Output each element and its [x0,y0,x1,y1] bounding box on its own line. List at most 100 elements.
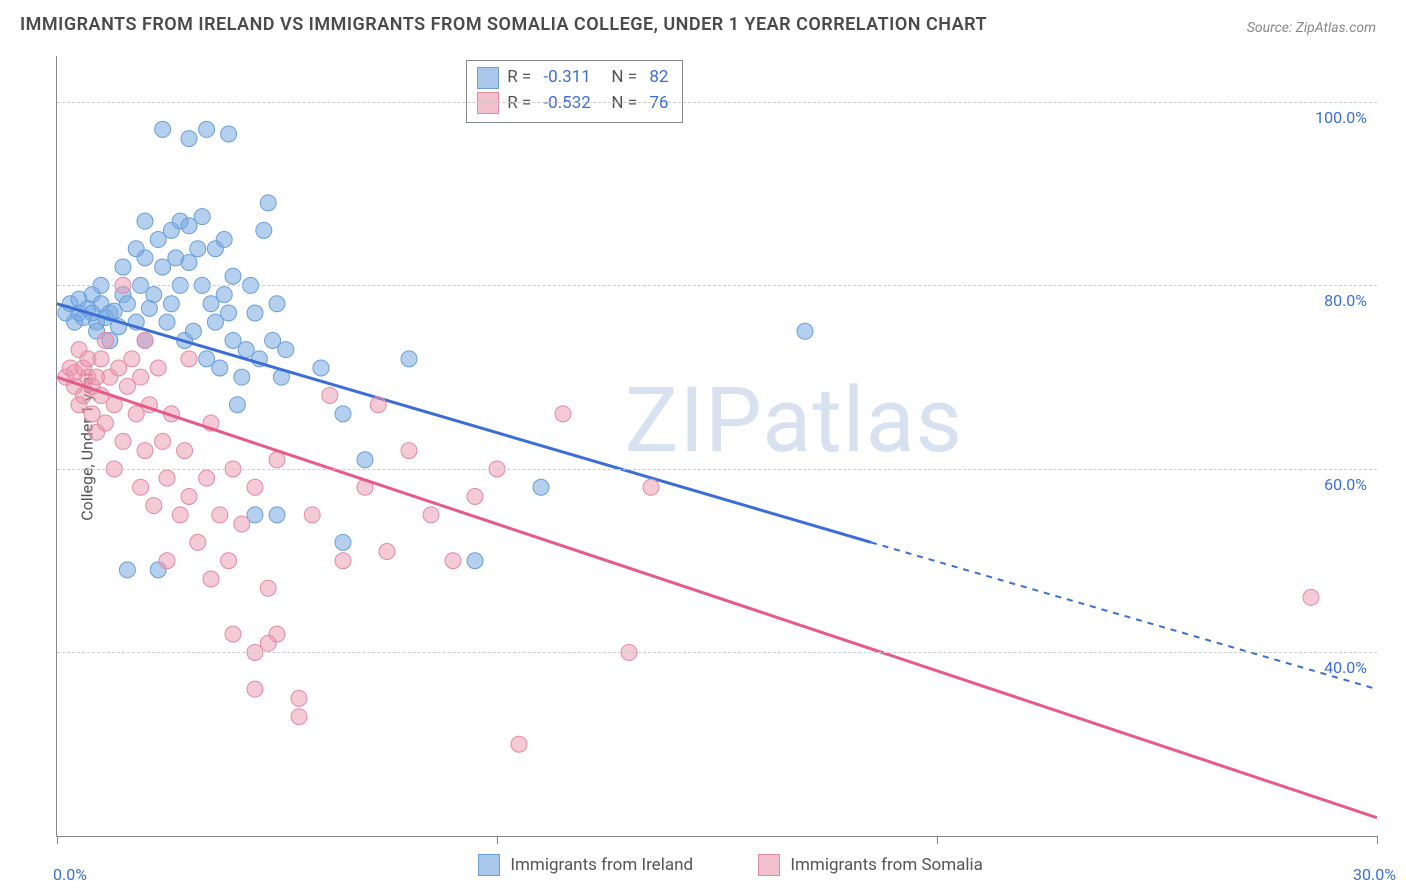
data-point [278,342,294,358]
legend-swatch [477,67,499,89]
x-tick [937,836,938,844]
data-point [234,516,250,532]
data-point [304,507,320,523]
data-point [260,195,276,211]
legend-n-label: N = [607,65,637,91]
gridline [57,285,1377,286]
data-point [146,498,162,514]
data-point [137,332,153,348]
data-point [247,305,263,321]
data-point [199,470,215,486]
y-tick-label: 40.0% [1324,658,1367,677]
data-point [291,690,307,706]
legend-r-label: R = [507,91,531,117]
data-point [260,580,276,596]
data-point [190,241,206,257]
gridline [57,102,1377,103]
plot-area: ZIPatlas R = -0.311 N = 82R = -0.532 N =… [56,56,1377,837]
series-name: Immigrants from Somalia [790,855,983,875]
data-point [97,332,113,348]
stats-legend: R = -0.311 N = 82R = -0.532 N = 76 [466,60,683,123]
data-point [234,369,250,385]
legend-n-value: 82 [645,65,668,91]
source-attribution: Source: ZipAtlas.com [1247,20,1376,36]
data-point [124,351,140,367]
data-point [322,388,338,404]
data-point [97,415,113,431]
data-point [423,507,439,523]
data-point [199,121,215,137]
data-point [256,222,272,238]
x-tick-label: 30.0% [1353,865,1396,884]
data-point [357,452,373,468]
data-point [190,534,206,550]
legend-r-label: R = [507,65,531,91]
data-point [159,314,175,330]
data-point [163,296,179,312]
gridline [57,652,1377,653]
data-point [247,681,263,697]
data-point [533,479,549,495]
data-point [181,254,197,270]
data-point [225,268,241,284]
data-point [185,323,201,339]
data-point [291,709,307,725]
legend-swatch [478,854,500,876]
legend-r-value: -0.311 [539,65,599,91]
data-point [555,406,571,422]
data-point [172,507,188,523]
data-point [212,360,228,376]
data-point [221,305,237,321]
stats-legend-row: R = -0.311 N = 82 [477,65,668,91]
data-point [181,488,197,504]
data-point [115,433,131,449]
y-tick-label: 80.0% [1324,291,1367,310]
data-point [379,544,395,560]
data-point [159,470,175,486]
data-point [216,287,232,303]
data-point [155,433,171,449]
series-name: Immigrants from Ireland [510,855,693,875]
series-legend-item: Immigrants from Somalia [758,854,983,876]
data-point [194,209,210,225]
data-point [133,369,149,385]
x-tick [1377,836,1378,844]
data-point [119,296,135,312]
data-point [401,351,417,367]
data-point [335,553,351,569]
stats-legend-row: R = -0.532 N = 76 [477,91,668,117]
y-tick-label: 100.0% [1315,108,1367,127]
data-point [269,452,285,468]
legend-swatch [758,854,780,876]
data-point [212,507,228,523]
data-point [203,571,219,587]
y-tick-label: 60.0% [1324,475,1367,494]
trend-line-dashed [871,542,1377,689]
data-point [133,479,149,495]
data-point [269,507,285,523]
data-point [137,213,153,229]
x-tick [497,836,498,844]
legend-n-value: 76 [645,91,668,117]
data-point [221,126,237,142]
data-point [221,553,237,569]
data-point [159,553,175,569]
data-point [181,351,197,367]
data-point [229,397,245,413]
data-point [155,121,171,137]
data-point [643,479,659,495]
chart-container: IMMIGRANTS FROM IRELAND VS IMMIGRANTS FR… [0,0,1406,892]
data-point [150,360,166,376]
x-tick-label: 0.0% [53,865,87,884]
data-point [797,323,813,339]
data-point [93,351,109,367]
legend-n-label: N = [607,91,637,117]
legend-r-value: -0.532 [539,91,599,117]
series-legend-item: Immigrants from Ireland [478,854,693,876]
data-point [335,534,351,550]
data-point [137,250,153,266]
legend-swatch [477,92,499,114]
data-point [181,131,197,147]
data-point [467,553,483,569]
data-point [247,479,263,495]
